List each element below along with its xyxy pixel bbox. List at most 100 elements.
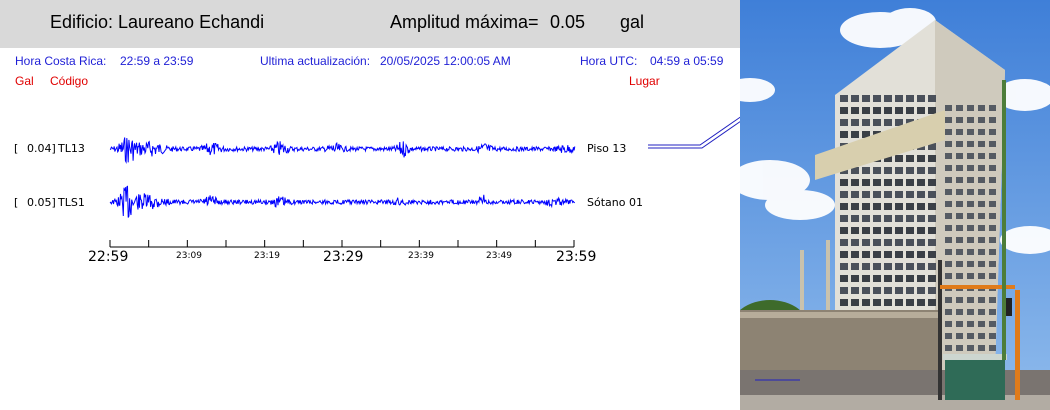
window xyxy=(978,261,985,267)
window xyxy=(945,237,952,243)
window xyxy=(862,215,870,222)
window xyxy=(851,251,859,258)
window xyxy=(917,227,925,234)
window xyxy=(873,215,881,222)
window xyxy=(945,141,952,147)
window xyxy=(851,203,859,210)
window xyxy=(967,345,974,351)
window xyxy=(989,177,996,183)
window xyxy=(989,153,996,159)
window xyxy=(862,131,870,138)
window xyxy=(978,189,985,195)
window xyxy=(956,141,963,147)
window xyxy=(956,309,963,315)
window xyxy=(945,321,952,327)
window xyxy=(884,167,892,174)
window xyxy=(873,239,881,246)
tick-label-minor-1: 23:09 xyxy=(176,251,202,261)
channel-2-bracket: [ xyxy=(14,196,19,209)
window xyxy=(989,189,996,195)
window xyxy=(884,275,892,282)
window xyxy=(956,105,963,111)
window xyxy=(884,251,892,258)
window xyxy=(840,203,848,210)
window xyxy=(851,167,859,174)
window xyxy=(862,95,870,102)
building-windows xyxy=(840,95,996,363)
window xyxy=(989,321,996,327)
window xyxy=(895,275,903,282)
window xyxy=(917,191,925,198)
window xyxy=(928,95,936,102)
cr-time-range: 22:59 a 23:59 xyxy=(120,54,194,68)
window xyxy=(967,177,974,183)
window xyxy=(989,309,996,315)
building-name: Laureano Echandi xyxy=(118,12,265,32)
window xyxy=(906,95,914,102)
window xyxy=(989,237,996,243)
window xyxy=(978,345,985,351)
window xyxy=(989,141,996,147)
window xyxy=(895,239,903,246)
window xyxy=(928,155,936,162)
channel-1-code: TL13 xyxy=(58,142,85,155)
window xyxy=(884,263,892,270)
window xyxy=(873,263,881,270)
window xyxy=(956,201,963,207)
window xyxy=(851,191,859,198)
window xyxy=(873,299,881,306)
window xyxy=(840,179,848,186)
window xyxy=(945,117,952,123)
window xyxy=(956,177,963,183)
window xyxy=(967,225,974,231)
window xyxy=(978,201,985,207)
window xyxy=(978,309,985,315)
window xyxy=(956,165,963,171)
window xyxy=(840,299,848,306)
window xyxy=(989,117,996,123)
window xyxy=(917,155,925,162)
window xyxy=(978,225,985,231)
column-code: Código xyxy=(50,74,89,88)
window xyxy=(840,95,848,102)
window xyxy=(928,275,936,282)
window xyxy=(862,191,870,198)
window xyxy=(945,261,952,267)
window xyxy=(967,201,974,207)
window xyxy=(873,203,881,210)
header-bar: Edificio: Laureano Echandi Amplitud máxi… xyxy=(0,0,740,48)
window xyxy=(873,179,881,186)
window xyxy=(967,189,974,195)
window xyxy=(989,213,996,219)
window xyxy=(989,225,996,231)
window xyxy=(989,201,996,207)
window xyxy=(978,333,985,339)
window xyxy=(906,203,914,210)
window xyxy=(906,107,914,114)
window xyxy=(851,95,859,102)
window xyxy=(945,201,952,207)
window xyxy=(884,119,892,126)
window xyxy=(906,251,914,258)
window xyxy=(917,203,925,210)
window xyxy=(945,153,952,159)
window xyxy=(967,297,974,303)
window xyxy=(956,225,963,231)
cloud-icon xyxy=(740,8,1050,254)
window xyxy=(873,95,881,102)
window xyxy=(851,179,859,186)
window xyxy=(917,263,925,270)
window xyxy=(862,239,870,246)
window xyxy=(956,345,963,351)
window xyxy=(884,239,892,246)
window xyxy=(884,215,892,222)
window xyxy=(884,191,892,198)
window xyxy=(884,227,892,234)
window xyxy=(956,117,963,123)
window xyxy=(989,345,996,351)
window xyxy=(928,239,936,246)
window xyxy=(928,179,936,186)
update-label: Ultima actualización: xyxy=(260,54,371,68)
window xyxy=(967,153,974,159)
tick-label-major-2: 23:29 xyxy=(323,249,364,265)
